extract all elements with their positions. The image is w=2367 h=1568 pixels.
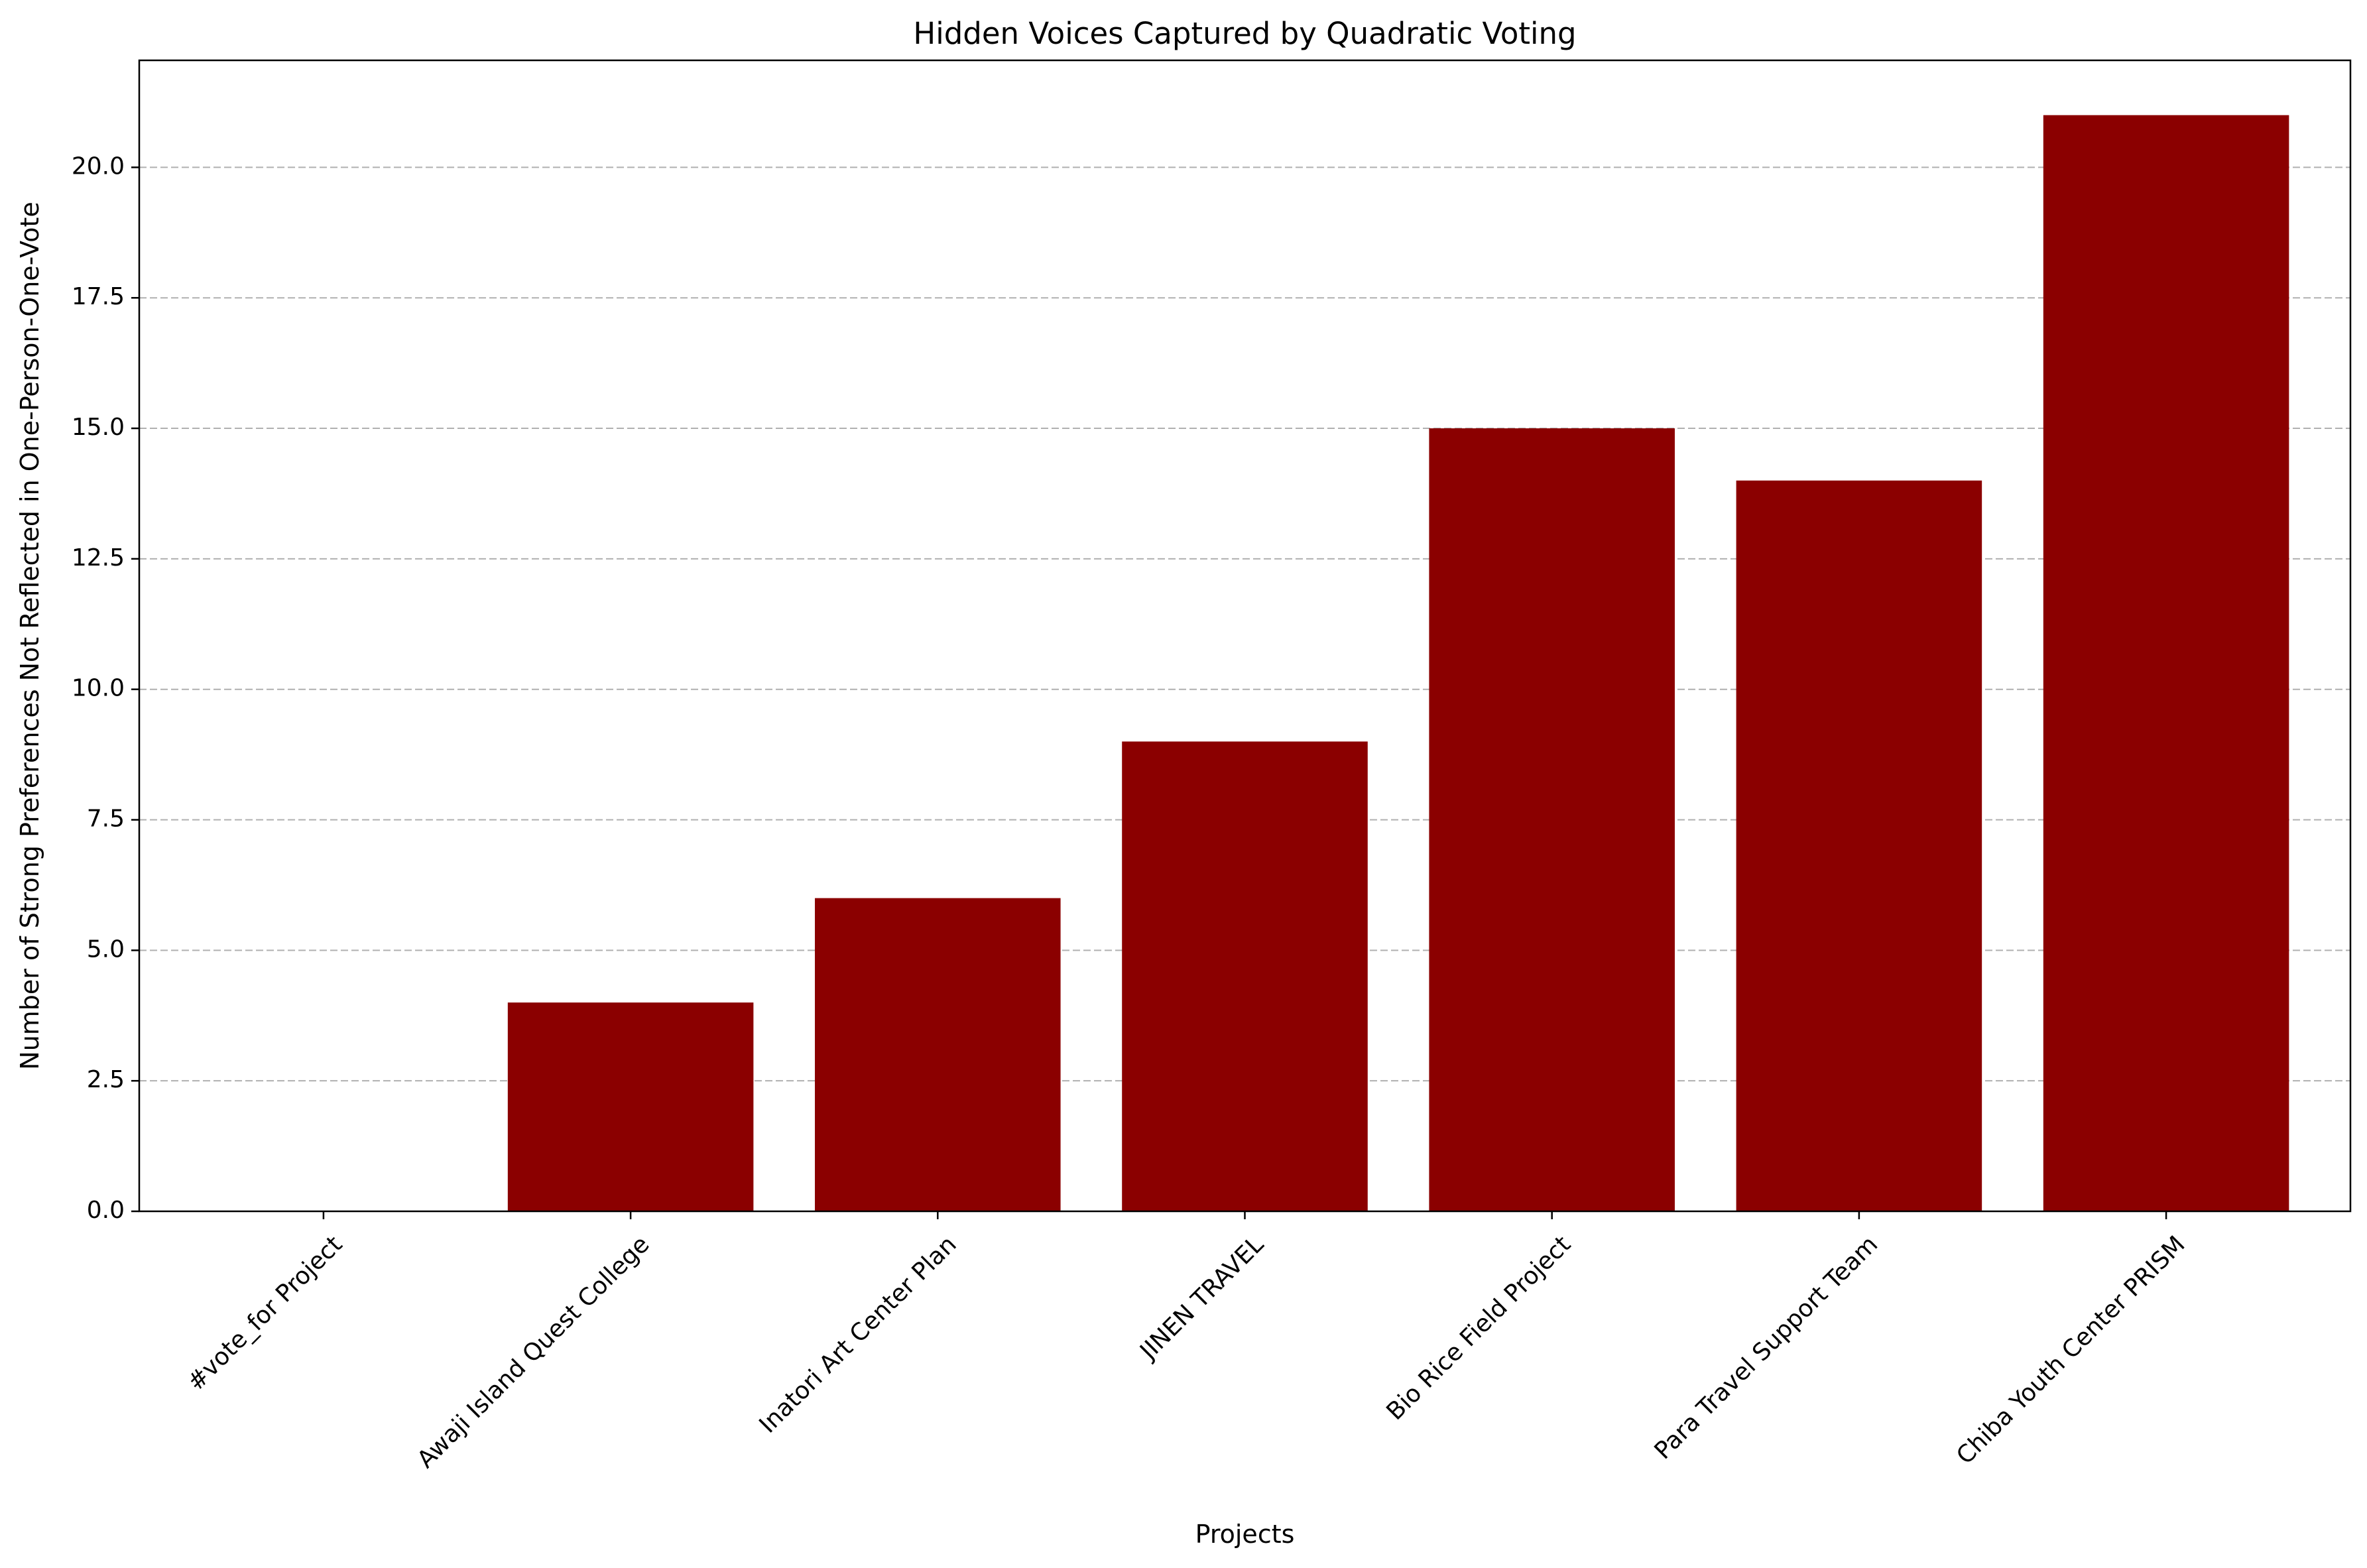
x-tick-label: JINEN TRAVEL	[1134, 1231, 1269, 1365]
y-axis-label: Number of Strong Preferences Not Reflect…	[15, 202, 44, 1069]
x-tick-label: Bio Rice Field Project	[1382, 1231, 1577, 1425]
y-tick-label: 0.0	[87, 1197, 125, 1224]
x-tick-label: Chiba Youth Center PRISM	[1951, 1231, 2190, 1469]
bar	[1122, 741, 1368, 1211]
bar	[1429, 428, 1675, 1211]
y-tick-label: 17.5	[72, 283, 125, 310]
bars	[507, 115, 2289, 1212]
y-tick-label: 5.0	[87, 935, 125, 963]
y-axis-ticks: 0.0 2.5 5.0 7.5 10.0 12.5 15.0 17.5 20.0	[72, 152, 139, 1224]
x-axis-label: Projects	[1195, 1520, 1295, 1549]
x-axis-ticks: #vote_for Project Awaji Island Quest Coll…	[182, 1211, 2191, 1473]
bar	[507, 1002, 754, 1211]
x-tick-label: Awaji Island Quest College	[412, 1231, 655, 1473]
chart-title: Hidden Voices Captured by Quadratic Voti…	[913, 16, 1576, 51]
x-tick-label: Inatori Art Center Plan	[754, 1231, 961, 1438]
x-tick-label: Para Travel Support Team	[1650, 1231, 1884, 1465]
y-tick-label: 7.5	[87, 806, 125, 833]
y-tick-label: 2.5	[87, 1066, 125, 1093]
y-tick-label: 10.0	[72, 675, 125, 702]
y-tick-label: 15.0	[72, 414, 125, 441]
bar	[2043, 115, 2289, 1212]
x-tick-label: #vote_for Project	[182, 1231, 348, 1396]
y-tick-label: 20.0	[72, 152, 125, 180]
y-tick-label: 12.5	[72, 544, 125, 572]
bar	[1736, 480, 1982, 1211]
bar	[815, 898, 1061, 1211]
